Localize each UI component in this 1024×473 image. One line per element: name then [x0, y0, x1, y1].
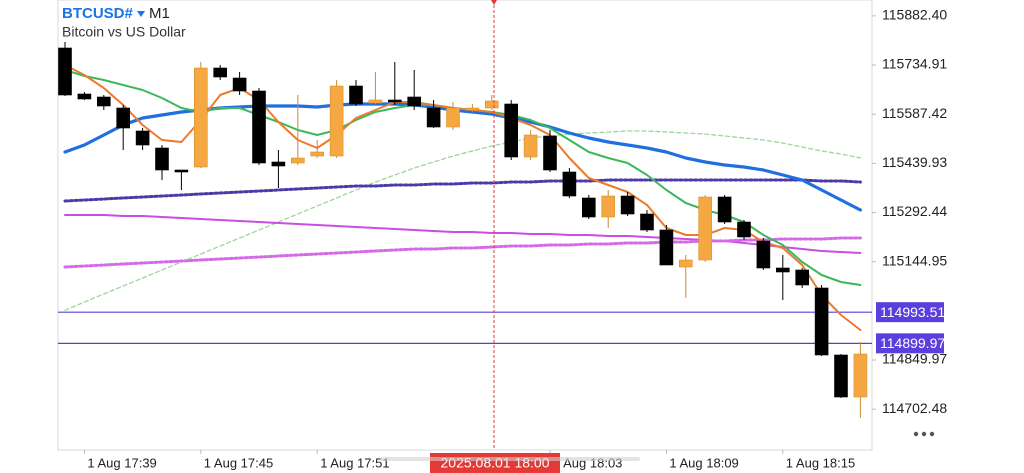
indicator-line: [63, 178, 862, 203]
candle-body: [77, 93, 92, 100]
symbol-subtitle: Bitcoin vs US Dollar: [62, 24, 186, 40]
candle-body: [853, 353, 868, 398]
candle-body: [232, 77, 247, 92]
candle-body: [368, 99, 383, 104]
candle-layer: [58, 42, 868, 418]
scrollbar[interactable]: [380, 457, 640, 461]
candle-body: [271, 161, 286, 167]
y-tick-label: 115882.40: [882, 7, 947, 23]
x-tick-label: 1 Aug 17:39: [87, 455, 156, 470]
x-tick-label: 1 Aug 17:45: [204, 455, 273, 470]
timeframe[interactable]: M1: [149, 5, 170, 22]
candle-body: [194, 67, 208, 168]
candle-body: [290, 157, 305, 164]
price-label: 114993.51: [880, 304, 945, 320]
candle-body: [155, 147, 169, 171]
candle-body: [116, 107, 130, 129]
candle-body: [543, 135, 557, 171]
candle-body: [426, 107, 441, 128]
candle-body: [756, 240, 771, 269]
x-tick-label: 1 Aug 18:15: [786, 455, 855, 470]
y-tick-label: 114702.48: [882, 400, 947, 416]
candle-body: [58, 47, 72, 96]
candle-body: [252, 90, 266, 164]
candle-body: [659, 229, 674, 266]
candle-body: [562, 171, 577, 197]
candle-body: [698, 196, 713, 261]
plot-frame: [57, 0, 873, 451]
candle-body: [97, 96, 111, 107]
y-tick-label: 114849.97: [882, 351, 947, 367]
price-label-box: [876, 302, 944, 323]
candle-body: [174, 169, 189, 173]
candle-body: [814, 287, 829, 356]
candle-body: [795, 269, 810, 286]
y-tick-label: 115734.91: [882, 56, 947, 72]
candle-body: [213, 67, 227, 78]
candle-body: [407, 96, 422, 107]
candle-body: [737, 221, 751, 238]
candle-body: [465, 107, 480, 111]
more-menu-icon[interactable]: [913, 431, 935, 437]
candle-body: [581, 197, 596, 218]
candle-body: [775, 267, 790, 273]
candle-body: [640, 213, 654, 231]
symbol-dropdown-icon[interactable]: [137, 11, 145, 17]
axis-layer: 114993.51 114899.97 115882.40 115734.91 1155…: [83, 7, 947, 470]
candle-body: [523, 134, 538, 158]
candle-body: [349, 85, 363, 105]
y-tick-label: 115439.93: [882, 154, 947, 170]
candle-body: [135, 130, 150, 146]
candle-body: [620, 195, 635, 215]
indicator-line: [64, 130, 862, 311]
candle-body: [717, 196, 732, 223]
candle-body: [834, 354, 848, 398]
y-tick-label: 115587.42: [882, 105, 947, 121]
x-tick-label: 1 Aug 17:51: [320, 455, 389, 470]
price-label-box: [876, 333, 944, 354]
price-label: 114899.97: [880, 335, 945, 351]
candle-body: [310, 151, 325, 157]
candle-body: [446, 107, 460, 128]
y-tick-label: 115144.95: [882, 252, 947, 268]
candle-body: [678, 259, 693, 268]
candle-body: [601, 195, 616, 218]
y-tick-label: 115292.44: [882, 203, 947, 219]
candle-body: [484, 100, 499, 109]
x-tick-label: 1 Aug 18:09: [669, 455, 738, 470]
crosshair-marker: [491, 0, 497, 5]
candle-body: [329, 85, 344, 157]
symbol-title[interactable]: BTCUSD#: [62, 5, 133, 22]
candle-body: [504, 103, 519, 158]
indicator-line: [63, 236, 862, 269]
candle-body: [387, 99, 402, 103]
